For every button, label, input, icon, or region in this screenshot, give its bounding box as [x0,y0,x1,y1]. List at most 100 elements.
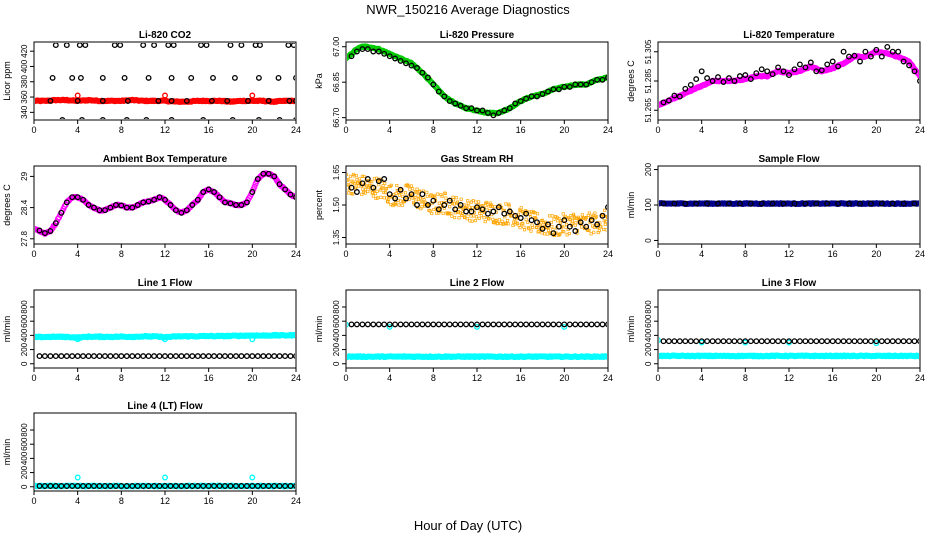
data-point [587,228,591,233]
data-point [411,187,415,191]
data-point [486,217,491,221]
data-point [597,229,601,233]
data-point [474,204,480,211]
data-point [379,195,383,199]
data-point [506,321,513,328]
panel-title: Li-820 CO2 [139,30,192,41]
data-point [911,200,918,207]
data-point [260,353,267,360]
data-point [780,338,787,345]
data-point [233,483,239,489]
data-point [394,201,398,205]
data-point [80,196,87,203]
data-point [796,338,803,345]
data-point [38,122,43,127]
data-point [474,200,478,204]
data-point [370,48,377,55]
data-point [123,204,130,211]
data-point [167,202,174,208]
panel-6: Sample Flow 0 4 8 12 16 20 24 0 100 200 ml/min [626,154,925,259]
data-point [813,68,820,75]
data-point [671,92,678,99]
data-point [403,195,409,202]
data-point [375,48,382,55]
data-point [293,194,295,200]
y-tick-label: 800 [332,300,341,314]
data-point [591,213,595,217]
data-point [495,321,502,328]
data-point [873,340,880,347]
data-point [523,95,530,102]
data-point [583,81,590,88]
data-point [155,97,162,104]
data-point [566,83,573,90]
data-point [873,46,880,53]
data-point [383,191,387,195]
data-point [216,194,223,201]
data-point [592,225,596,229]
data-point [443,191,447,195]
data-point [485,206,489,210]
data-point [392,55,399,62]
data-point [208,97,215,104]
x-tick-label: 16 [204,249,214,259]
data-point [895,48,902,55]
data-point [381,184,385,188]
data-point [796,61,803,68]
data-point [123,483,130,489]
data-point [265,483,272,489]
data-point [47,97,54,104]
data-point [383,181,387,186]
data-point [534,219,540,226]
data-point [194,353,201,360]
data-point [566,223,573,230]
data-point [604,228,607,232]
data-point [682,200,689,207]
y-tick-label: 0 [332,361,341,366]
x-tick-label: 12 [160,496,170,506]
data-point [172,207,179,214]
data-point [432,194,436,198]
x-tick-label: 4 [699,373,704,383]
data-point [399,199,403,203]
data-point [384,187,388,191]
data-point [386,321,393,328]
data-point [493,205,497,209]
data-point [435,206,442,213]
series [36,483,295,489]
data-point [468,208,475,215]
data-point [227,200,234,207]
data-point [687,338,694,345]
data-point [506,218,510,223]
data-point [140,353,147,360]
x-tick-label: 8 [119,249,124,259]
data-point [452,206,459,213]
data-point [222,483,228,489]
data-point [282,186,289,193]
data-point [889,48,896,55]
data-point [468,321,475,328]
data-point [574,221,578,225]
data-point [430,211,434,216]
data-point [545,88,551,95]
data-point [873,338,880,345]
data-point [99,97,106,104]
y-tick-label: 400 [20,59,29,73]
data-point [441,321,448,328]
data-point [172,483,179,489]
x-tick-label: 16 [828,125,838,135]
x-tick-label: 12 [472,373,482,383]
data-point [572,81,579,88]
data-point [425,194,429,198]
panel-4: Ambient Box Temperature 0 4 8 12 16 20 24 27.8 28… [2,154,301,259]
data-point [807,338,814,345]
data-point [408,187,412,191]
x-tick-label: 24 [915,249,925,259]
data-point [96,353,103,360]
data-point [753,70,760,77]
data-point [52,220,59,227]
data-point [851,338,858,345]
data-point [450,202,454,206]
data-point [178,353,185,360]
